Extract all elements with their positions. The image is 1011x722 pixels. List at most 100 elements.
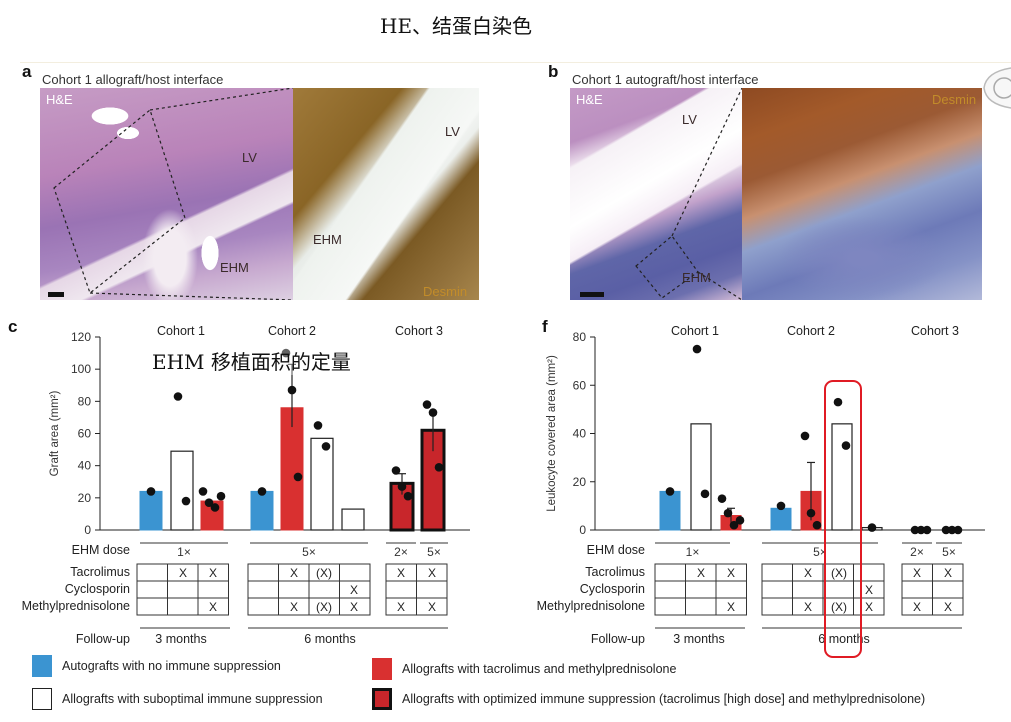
treatment-row-label: Cyclosporin <box>65 582 130 596</box>
treatment-mark: X <box>209 566 217 580</box>
panel-a-zoom-box <box>53 88 293 300</box>
panel-b-title: Cohort 1 autograft/host interface <box>572 72 759 87</box>
dose-value: 5× <box>813 545 827 559</box>
treatment-mark: X <box>350 583 358 597</box>
legend-autograft: Autografts with no immune suppression <box>32 655 281 677</box>
data-point <box>692 344 702 354</box>
panel-b-he-image: H&E LV EHM <box>570 88 742 300</box>
treatment-mark: X <box>913 600 921 614</box>
treatment-mark: X <box>804 566 812 580</box>
table-block <box>654 563 747 616</box>
bar <box>690 423 712 531</box>
panel-a-he-image: H&E LV EHM <box>40 88 293 300</box>
data-point <box>806 508 816 518</box>
followup-value: 6 months <box>304 632 355 646</box>
dose-value: 5× <box>302 545 316 559</box>
panel-b-zoom-box <box>635 88 742 300</box>
cohort-header: Cohort 2 <box>787 324 835 338</box>
dose-value: 2× <box>394 545 408 559</box>
panel-b-desmin-stain: Desmin <box>932 92 977 107</box>
data-point <box>841 441 851 450</box>
y-tick-label: 20 <box>573 475 587 489</box>
legend-suboptimal: Allografts with suboptimal immune suppre… <box>32 688 323 710</box>
page-divider <box>20 62 1011 63</box>
y-tick-label: 0 <box>579 523 586 537</box>
treatment-mark: (X) <box>316 566 332 580</box>
followup-label: Follow-up <box>76 632 130 646</box>
ehm-dose-label: EHM dose <box>72 543 130 557</box>
top-caption: HE、结蛋白染色 <box>380 14 533 38</box>
data-point <box>717 494 727 503</box>
panel-a-desmin-stain: Desmin <box>423 284 468 299</box>
data-point <box>953 525 963 535</box>
data-point <box>735 516 745 525</box>
panel-b-lv-label: LV <box>682 112 697 127</box>
y-tick-label: 0 <box>84 523 91 537</box>
scale-bar <box>48 292 64 297</box>
y-axis-label: Graft area (mm²) <box>49 391 61 477</box>
data-point <box>723 508 733 518</box>
data-point <box>910 525 920 535</box>
panel-b-desmin-image: Desmin <box>742 88 982 300</box>
overlay-caption: EHM 移植面积的定量 <box>152 346 351 375</box>
panel-b-he-stain: H&E <box>576 92 603 107</box>
panel-a-lv-label: LV <box>242 150 257 165</box>
treatment-mark: X <box>179 566 187 580</box>
treatment-row-label: Methylprednisolone <box>22 599 130 613</box>
data-point <box>173 392 183 401</box>
data-point <box>146 487 156 496</box>
dose-value: 5× <box>942 545 956 559</box>
data-point <box>665 487 675 496</box>
treatment-mark: X <box>865 600 873 614</box>
treatment-mark: X <box>727 566 735 580</box>
graft-area-chart: c 0 20 40 60 80 100 120 Graft area (mm²) Cohort 1… <box>8 317 470 537</box>
data-point <box>397 482 407 491</box>
bar <box>310 437 334 531</box>
data-point <box>776 501 786 511</box>
data-point <box>700 489 710 499</box>
treatment-mark: X <box>290 566 298 580</box>
y-tick-label: 60 <box>78 427 92 441</box>
treatment-mark: X <box>804 600 812 614</box>
data-point <box>434 462 444 472</box>
treatment-mark: X <box>944 600 952 614</box>
document-icon[interactable] <box>980 66 1011 110</box>
data-point <box>922 525 932 535</box>
panel-a-label: a <box>22 62 32 81</box>
data-point <box>216 491 226 501</box>
highlight-box <box>824 380 862 658</box>
treatment-mark: X <box>944 566 952 580</box>
bar <box>341 508 365 531</box>
data-point <box>941 525 951 535</box>
panel-a-desmin-ehm: EHM <box>313 232 342 247</box>
legend-tacmp-text: Allografts with tacrolimus and methylpre… <box>402 662 677 676</box>
scale-bar-b <box>580 292 604 297</box>
bar <box>770 507 792 531</box>
cohort-header: Cohort 3 <box>395 324 443 338</box>
leukocyte-area-chart: f 0 20 40 60 80 Leukocyte covered area (mm²) Co… <box>542 317 985 537</box>
y-tick-label: 40 <box>78 459 92 473</box>
treatment-mark: X <box>865 583 873 597</box>
table-block <box>136 563 229 616</box>
data-point <box>281 348 291 358</box>
legend-autograft-text: Autografts with no immune suppression <box>62 659 281 673</box>
y-tick-label: 80 <box>78 394 92 408</box>
treatment-mark: X <box>350 600 358 614</box>
bar <box>659 490 681 531</box>
cohort-header: Cohort 1 <box>671 324 719 338</box>
treatment-mark: X <box>913 566 921 580</box>
treatment-mark: X <box>697 566 705 580</box>
panel-a-ehm-label: EHM <box>220 260 249 275</box>
legend-suboptimal-text: Allografts with suboptimal immune suppre… <box>62 692 323 706</box>
data-point <box>916 525 926 535</box>
y-tick-label: 80 <box>573 330 587 344</box>
bar <box>170 450 194 531</box>
data-point <box>867 523 877 532</box>
treatment-mark: X <box>290 600 298 614</box>
treatment-mark: X <box>209 600 217 614</box>
data-point <box>947 525 957 535</box>
panel-b-label: b <box>548 62 559 81</box>
panel-f-label: f <box>542 317 548 336</box>
data-point <box>313 421 323 430</box>
legend-swatch-white <box>32 688 52 710</box>
